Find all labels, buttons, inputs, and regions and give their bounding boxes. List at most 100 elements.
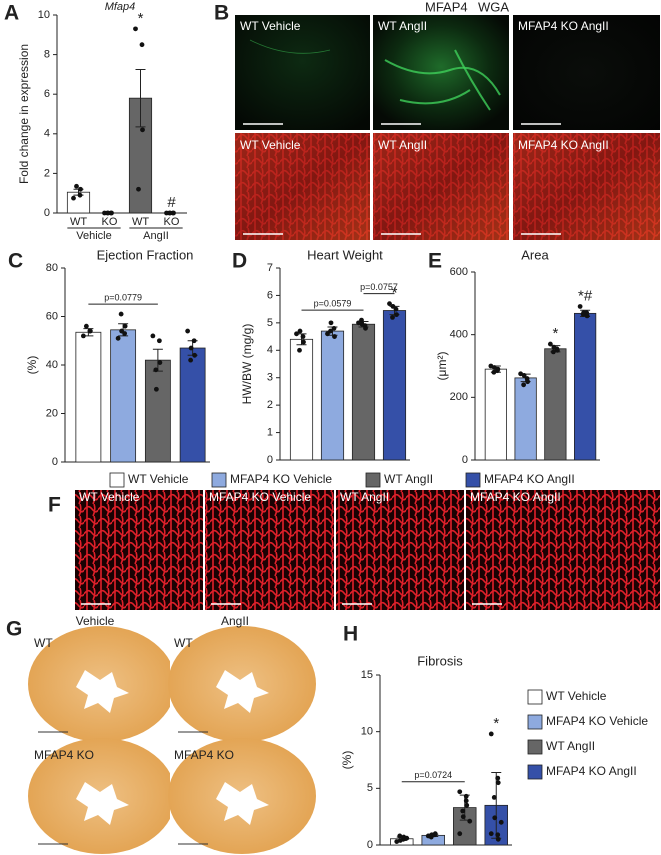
legend-label: MFAP4 KO AngII [484,472,575,486]
panel-letter: E [428,250,442,273]
bracket-label: p=0.0579 [314,298,352,308]
data-point [188,345,194,351]
data-point [491,795,497,800]
panel-letter: B [214,2,229,25]
error-bar [135,68,146,128]
group-label: AngII [143,230,169,242]
y-tick-label: 15 [361,669,373,681]
data-point [397,838,403,843]
data-point [460,814,466,820]
legend-swatch [109,472,125,488]
data-point [192,352,198,358]
y-tick-label: 10 [38,9,50,21]
bar [320,330,345,461]
bar [382,310,407,461]
data-point [521,373,527,378]
data-point [554,347,560,353]
y-tick-label: 40 [46,359,58,371]
panel-letter: F [48,494,61,517]
y-tick-label: 60 [46,310,58,322]
data-point [301,339,306,345]
legend-label: MFAP4 KO AngII [546,764,637,778]
data-point [328,320,334,326]
y-tick-label: 4 [267,344,273,356]
bar [351,323,376,461]
image-label: WT [174,636,193,650]
data-point [467,818,473,824]
data-point [297,347,302,353]
data-point [495,832,501,838]
data-point [495,775,501,781]
y-axis-title: (μm²) [435,352,449,381]
bar [514,377,537,461]
legend-swatch [465,472,481,488]
chart-title: Heart Weight [307,247,383,262]
image-label: WT AngII [340,490,389,504]
data-point [463,798,469,804]
y-tick-label: 0 [52,456,58,468]
legend-swatch [527,764,543,780]
legend-swatch [527,739,543,755]
data-point [156,338,162,344]
data-point [71,195,76,201]
significance-mark: * [493,715,499,732]
data-point [363,325,368,331]
image-label: MFAP4 KO [34,748,94,762]
data-point [495,780,501,786]
data-point [300,334,306,339]
y-tick-label: 600 [450,266,468,278]
data-point [83,323,89,329]
data-point [136,186,141,192]
y-tick-label: 2 [267,399,273,411]
data-point [387,301,392,307]
data-point [157,360,163,365]
data-point [397,833,403,839]
legend-label: WT AngII [546,739,595,753]
micrograph-texture [373,133,509,240]
data-point [87,328,93,334]
micrograph-texture [235,133,370,240]
bar [75,331,102,463]
panel-letter: G [6,618,22,641]
data-point [153,386,159,392]
bar [289,338,314,461]
bar [544,348,567,461]
y-tick-label: 8 [44,49,50,61]
data-point [359,321,365,327]
significance-mark: *# [578,287,593,304]
panel-letter: D [232,250,247,273]
significance-mark: * [552,325,558,342]
micrograph [75,490,203,610]
significance-mark: * [392,285,398,302]
panel-letter: H [343,623,358,646]
micrograph [513,15,660,130]
data-point [332,334,337,339]
data-point [550,349,556,355]
data-point [297,328,303,334]
data-point [390,314,395,320]
micrograph [235,15,370,130]
data-point [429,832,435,838]
bar [144,359,171,463]
micrograph [205,490,334,610]
data-point [460,808,466,814]
chart-title: Area [521,247,549,262]
legend-label: WT Vehicle [546,689,607,703]
data-point [109,210,114,216]
data-point [153,367,159,373]
image-label: MFAP4 KO AngII [470,490,561,504]
data-point [77,192,83,198]
fiber [399,89,471,105]
data-point [105,210,111,216]
data-point [551,344,557,350]
y-tick-label: 200 [450,391,468,403]
bracket-label: p=0.0757 [360,282,398,292]
lumen [216,782,269,825]
y-axis-title: (%) [25,356,39,375]
image-label: WT AngII [378,19,427,33]
data-point [74,183,79,189]
image-label: WT [34,636,53,650]
bar [110,329,137,463]
chart-title: Ejection Fraction [97,247,194,262]
